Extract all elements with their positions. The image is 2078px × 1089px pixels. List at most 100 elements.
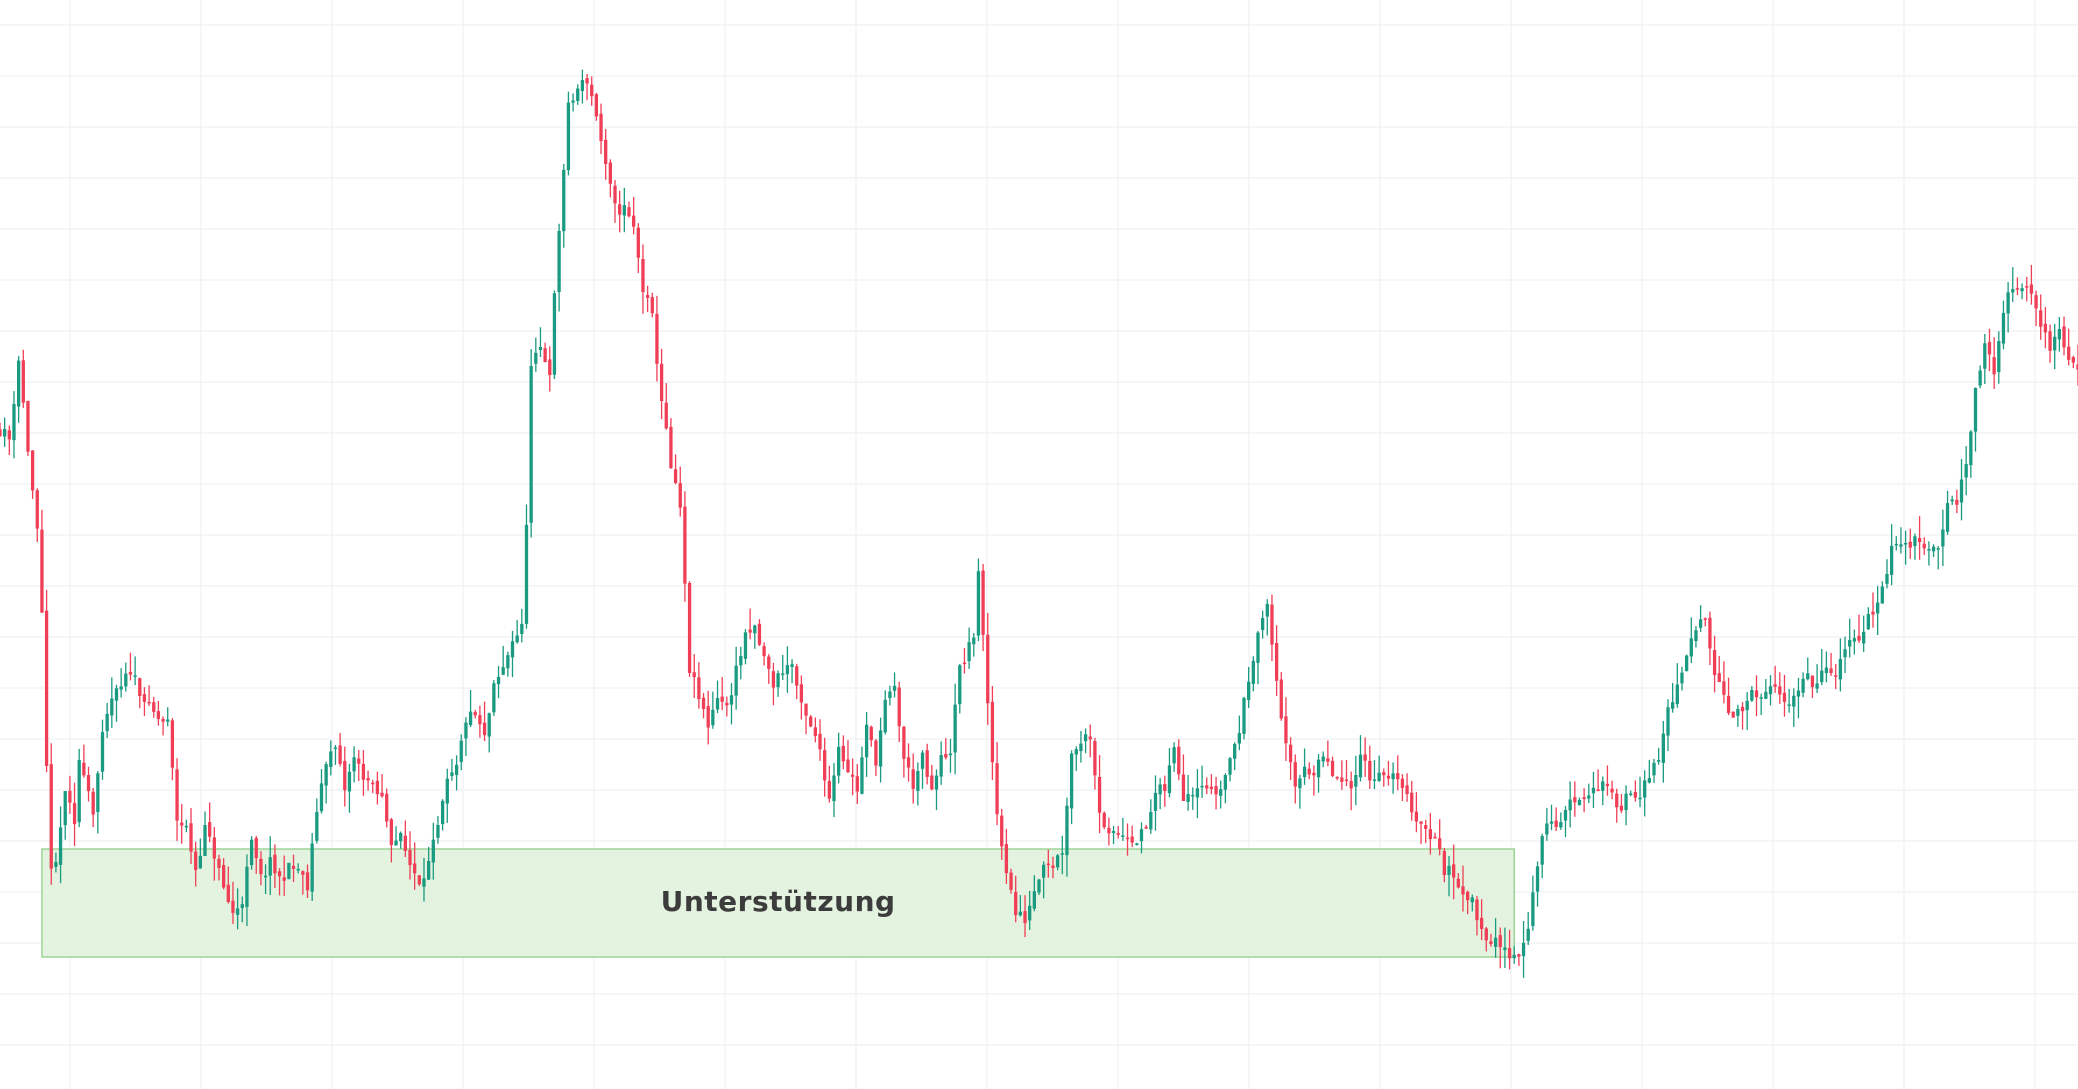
candle-body-down (2062, 326, 2066, 348)
candle-body-down (1000, 815, 1004, 847)
candle-body-down (1955, 499, 1959, 505)
candle-body-down (1023, 911, 1027, 924)
candle-body-down (1517, 954, 1521, 957)
candle-body-up (1447, 865, 1451, 875)
candle-body-up (1852, 638, 1857, 642)
candle-body-up (1983, 343, 1987, 369)
candle-body-down (2071, 357, 2075, 363)
candle-body-up (1055, 855, 1060, 868)
candle-body-up (133, 675, 137, 677)
candle-body-down (1605, 783, 1610, 786)
candle-body-up (1876, 602, 1880, 614)
candle-body-up (1074, 749, 1078, 755)
candle-body-up (1577, 799, 1582, 806)
candle-body-down (413, 863, 417, 874)
candle-body-up (2006, 292, 2010, 314)
candle-body-up (245, 866, 249, 907)
candle-body-up (1149, 811, 1153, 830)
candle-body-up (487, 713, 491, 737)
candle-body-down (1279, 679, 1283, 719)
candle-body-up (1135, 843, 1139, 845)
candle-body-down (632, 215, 636, 227)
candle-body-down (683, 506, 687, 584)
candle-body-down (1834, 675, 1838, 677)
candle-body-up (739, 656, 743, 666)
candle-body-up (1824, 667, 1829, 674)
candle-body-up (1079, 743, 1083, 752)
candle-body-up (1764, 691, 1768, 699)
candle-body-up (729, 695, 734, 705)
candle-body-down (1857, 635, 1861, 641)
candle-body-down (995, 763, 999, 815)
candle-body-down (1717, 673, 1721, 682)
candle-body-up (953, 704, 957, 753)
candle-body-down (142, 694, 147, 702)
candle-body-up (1973, 387, 1978, 432)
candle-body-down (1992, 357, 1996, 375)
candle-body-down (282, 877, 286, 881)
candle-body-down (1619, 805, 1624, 811)
candle-body-up (1559, 822, 1563, 828)
candle-body-down (1433, 836, 1437, 839)
candle-body-up (100, 732, 105, 772)
candle-body-down (371, 782, 375, 785)
candle-body-down (1144, 826, 1148, 829)
candle-body-down (208, 822, 212, 837)
candle-body-up (1042, 864, 1046, 878)
support-zone-label: Unterstützung (661, 885, 896, 918)
candle-body-up (1843, 649, 1847, 658)
candle-body-up (1978, 370, 1982, 386)
candle-body-down (1344, 779, 1349, 782)
candle-body-down (389, 819, 394, 845)
candle-body-up (1265, 603, 1269, 617)
candle-body-up (263, 875, 268, 878)
candle-body-up (464, 722, 468, 739)
candle-body-up (529, 365, 533, 523)
candle-body-down (156, 711, 161, 720)
candle-body-up (1964, 464, 1968, 478)
candle-body-down (841, 745, 845, 762)
candle-body-up (1759, 697, 1763, 699)
candle-body-down (930, 775, 934, 790)
candle-body-up (54, 862, 58, 867)
candle-body-up (1316, 759, 1321, 778)
candle-body-down (478, 715, 482, 725)
candle-body-down (706, 706, 710, 728)
candle-body-down (152, 702, 156, 712)
candle-body-up (1959, 479, 1964, 503)
candle-body-up (1638, 797, 1642, 800)
candle-body-down (1722, 681, 1726, 695)
candle-body-down (767, 656, 771, 669)
candle-body-down (291, 865, 296, 869)
candle-body-down (305, 872, 310, 891)
candle-body-down (221, 865, 226, 888)
candle-body-down (636, 227, 640, 258)
candle-body-up (534, 352, 538, 364)
candle-body-down (1708, 617, 1712, 649)
candle-body-down (1703, 618, 1707, 620)
candle-body-down (701, 697, 706, 709)
candle-body-down (1270, 604, 1274, 645)
candle-body-up (1820, 670, 1824, 683)
candle-body-down (1475, 899, 1479, 921)
candle-body-up (1223, 774, 1228, 790)
candle-body-down (1330, 760, 1335, 776)
candle-body-up (1121, 835, 1125, 837)
candle-body-up (1526, 928, 1530, 941)
candle-body-down (869, 726, 873, 741)
candle-body-down (1987, 342, 1992, 355)
candle-body-up (1629, 793, 1633, 795)
candle-body-up (878, 730, 883, 767)
candle-body-up (1260, 617, 1265, 631)
candle-body-down (2015, 288, 2020, 290)
candle-body-down (2048, 331, 2052, 351)
candle-body-down (231, 900, 235, 913)
candle-body-up (785, 665, 790, 675)
candle-body-up (105, 713, 109, 732)
candle-body-down (641, 259, 645, 293)
candle-body-down (962, 662, 967, 665)
candle-body-down (1004, 844, 1009, 874)
candle-body-up (934, 775, 939, 790)
candle-body-down (30, 450, 35, 491)
candle-body-up (1601, 781, 1605, 791)
